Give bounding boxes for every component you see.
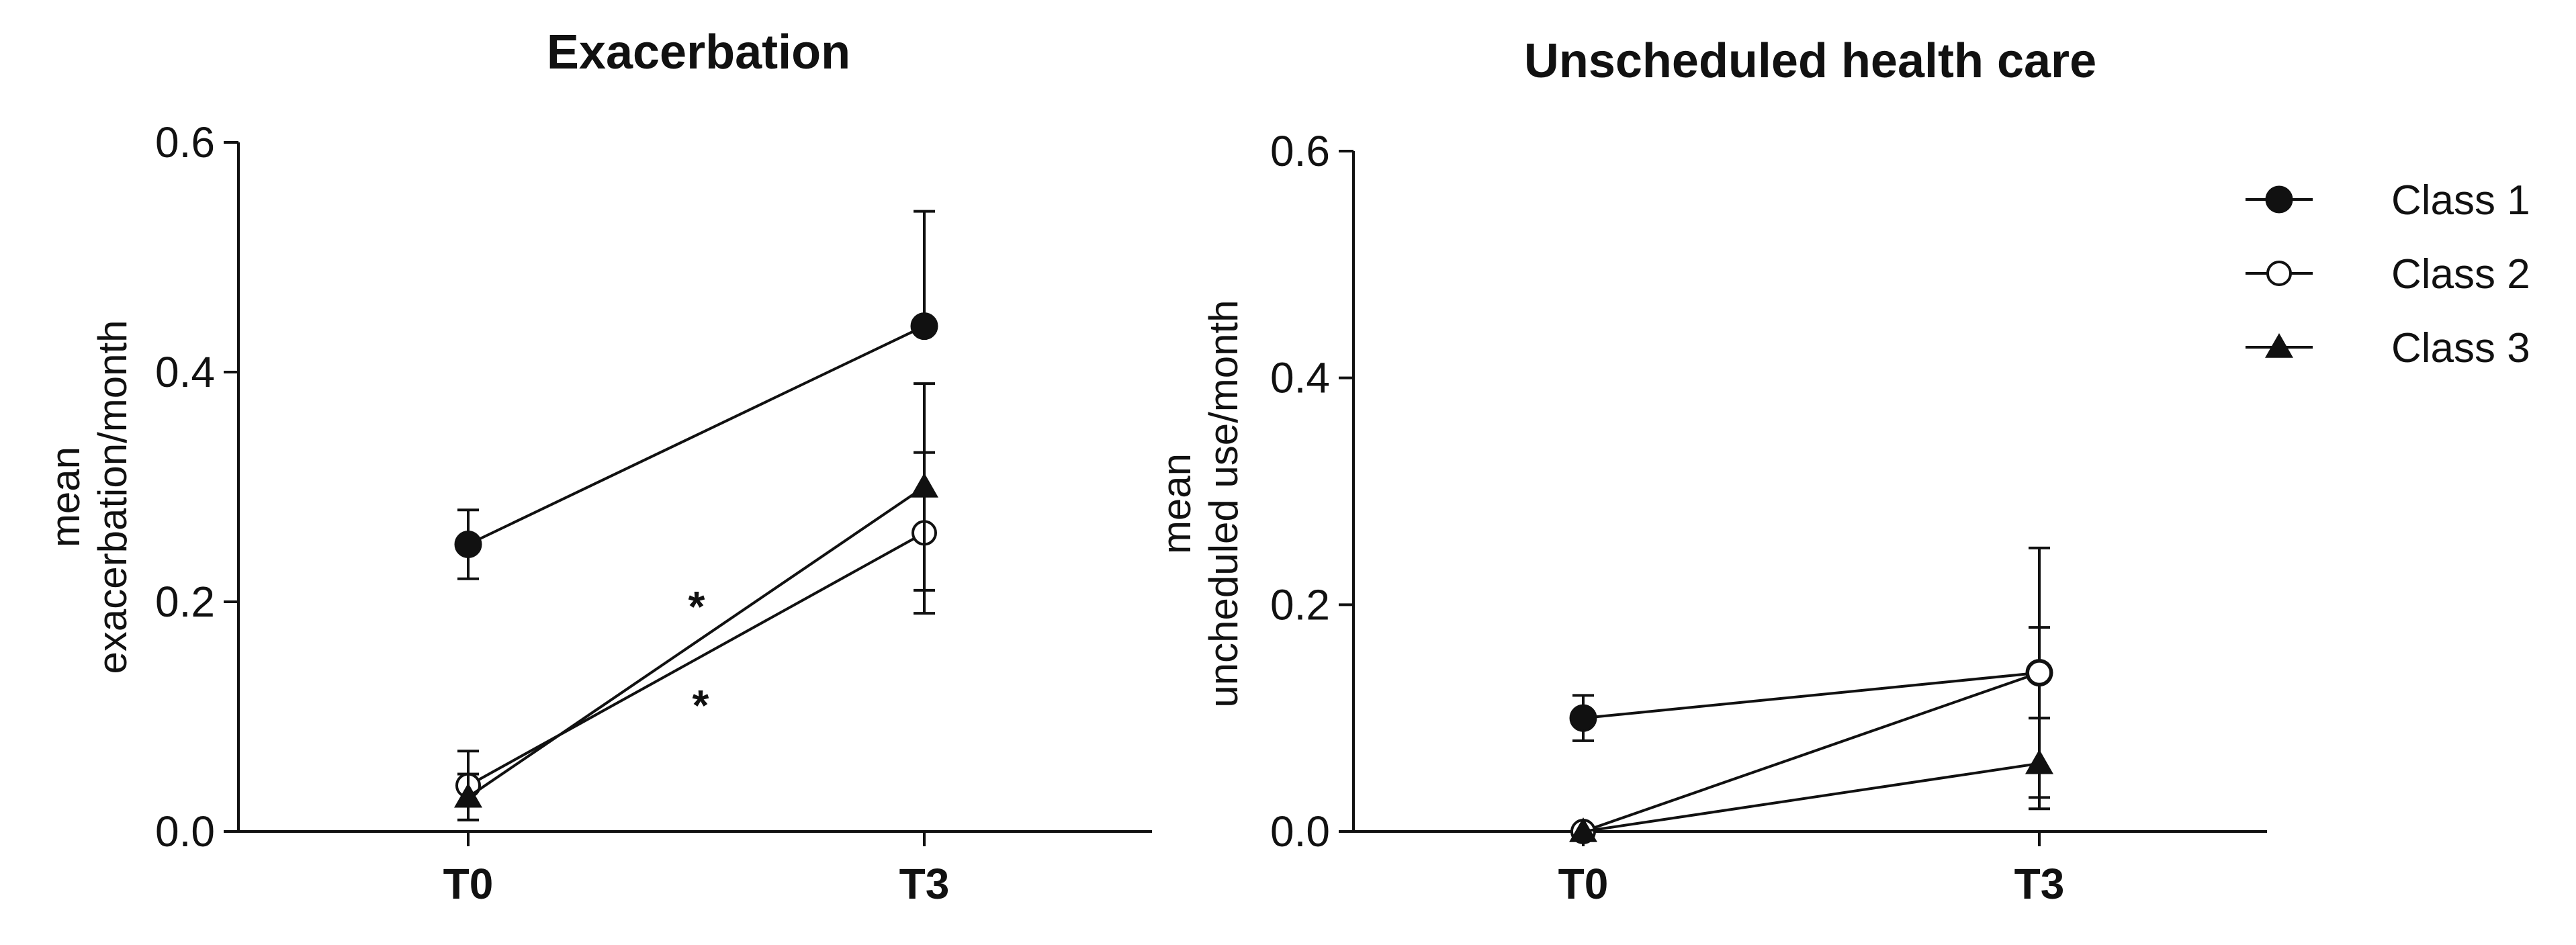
y-tick-label: 0.0 (155, 807, 215, 856)
legend-marker (2266, 261, 2292, 286)
exacerbation-chart: Exacerbation mean exacerbation/month 0.0… (43, 26, 1152, 908)
y-tick-label: 0.0 (1270, 807, 1330, 856)
legend-marker (2265, 185, 2293, 214)
chart-title: Exacerbation (547, 26, 850, 79)
significance-marker: * (689, 582, 705, 631)
series-line (1583, 671, 2040, 833)
plot-area: 0.0 0.2 0.4 0.6 T0 T3 (1270, 127, 2267, 908)
series-class-2 (1570, 626, 2052, 844)
plot-area: 0.0 0.2 0.4 0.6 T0 T3 (155, 118, 1152, 908)
series-class-1 (454, 210, 938, 580)
y-tick-label: 0.6 (155, 118, 215, 167)
data-point (910, 473, 938, 498)
series-line (467, 486, 926, 799)
legend-marker (2265, 333, 2293, 358)
legend-label: Class 1 (2391, 177, 2530, 224)
data-point (910, 312, 938, 341)
legend-label: Class 2 (2391, 251, 2530, 298)
data-point (2025, 749, 2053, 774)
series-line (1583, 671, 2040, 720)
series-line (468, 324, 925, 546)
x-tick-label: T3 (2014, 860, 2065, 908)
legend: Class 1 Class 2 Class 3 (2246, 177, 2530, 371)
data-point (1569, 704, 1597, 732)
y-axis-label-line1: mean (43, 447, 88, 547)
series-class-3 (454, 382, 938, 821)
y-axis-label-line1: mean (1154, 453, 1199, 554)
legend-item: Class 3 (2246, 325, 2530, 371)
legend-item: Class 1 (2246, 177, 2530, 224)
series-line (1583, 762, 2040, 833)
y-axis-label-line2: exacerbation/month (90, 320, 135, 674)
data-point (1569, 817, 1597, 842)
y-tick-label: 0.2 (155, 578, 215, 626)
legend-label: Class 3 (2391, 325, 2530, 371)
x-tick-label: T3 (899, 860, 950, 908)
chart-title: Unscheduled health care (1524, 34, 2096, 88)
x-tick-label: T0 (443, 860, 494, 908)
significance-marker: * (693, 681, 709, 729)
series-line (468, 531, 925, 787)
y-tick-label: 0.4 (155, 348, 215, 396)
series-class-3 (1569, 717, 2053, 842)
y-tick-label: 0.6 (1270, 127, 1330, 175)
data-point (454, 531, 482, 558)
legend-item: Class 2 (2246, 251, 2530, 298)
series-class-2 (455, 451, 937, 821)
series-class-1 (1569, 546, 2053, 799)
y-tick-label: 0.4 (1270, 354, 1330, 402)
y-axis-label-line2: uncheduled use/month (1201, 300, 1246, 707)
unscheduled-care-chart: Unscheduled health care mean uncheduled … (1154, 34, 2267, 908)
y-tick-label: 0.2 (1270, 580, 1330, 629)
data-point (2027, 660, 2052, 686)
x-tick-label: T0 (1558, 860, 1609, 908)
data-point (454, 782, 482, 808)
